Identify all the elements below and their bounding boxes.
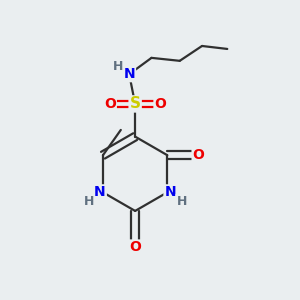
- Text: O: O: [193, 148, 205, 162]
- Text: N: N: [164, 185, 176, 200]
- Text: N: N: [123, 67, 135, 81]
- Text: O: O: [154, 97, 166, 111]
- Text: H: H: [176, 195, 187, 208]
- Text: S: S: [130, 96, 141, 111]
- Text: H: H: [83, 195, 94, 208]
- Text: O: O: [104, 97, 116, 111]
- Text: O: O: [129, 241, 141, 254]
- Text: N: N: [94, 185, 106, 200]
- Text: H: H: [113, 60, 123, 73]
